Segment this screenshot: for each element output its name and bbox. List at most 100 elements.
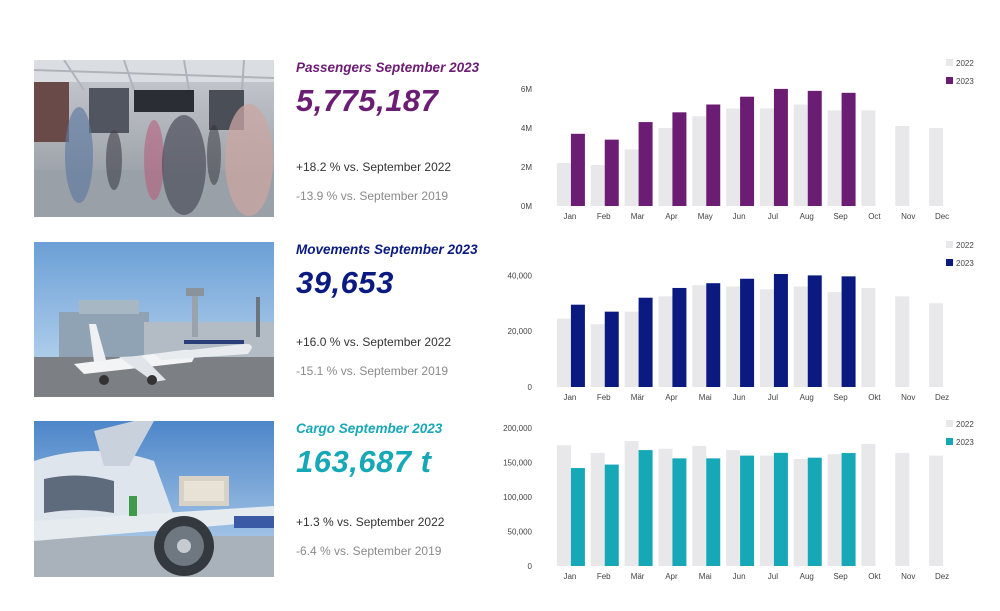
legend-label-2023: 2023 <box>956 438 974 447</box>
bar-2022-Jan <box>556 163 571 206</box>
x-tick-label: Jul <box>768 393 778 402</box>
chart-cargo: 0 50,000 100,000 150,000 200,000 Jan Feb Mär Apr… <box>503 420 974 581</box>
x-tick-label: Aug <box>800 572 814 581</box>
x-tick-label: Apr <box>665 572 678 581</box>
bar-2023-Jan <box>570 468 585 566</box>
bar-2023-Apr <box>672 458 687 566</box>
bar-2023-Mar <box>638 122 653 206</box>
x-tick-label: Jan <box>563 393 576 402</box>
legend-label-2022: 2022 <box>956 241 974 250</box>
bar-2023-Sep <box>841 276 856 387</box>
y-tick-label: 100,000 <box>503 493 532 502</box>
bar-2022-Aug <box>793 459 808 566</box>
x-tick-label: Dez <box>935 572 949 581</box>
photo-aircraft-cargo <box>34 421 274 577</box>
bar-2023-Sep <box>841 453 856 566</box>
x-tick-label: Nov <box>901 393 915 402</box>
x-tick-label: Okt <box>868 572 881 581</box>
y-tick-label: 6M <box>521 85 532 94</box>
bar-2023-Mai <box>706 283 721 387</box>
kpi-value: 5,775,187 <box>296 83 439 118</box>
x-tick-label: Mär <box>631 572 645 581</box>
kpi-value: 163,687 t <box>296 444 432 479</box>
x-tick-label: Jul <box>768 212 778 221</box>
x-tick-label: Oct <box>868 212 881 221</box>
legend-swatch-2023 <box>946 438 953 445</box>
x-tick-label: Feb <box>597 212 611 221</box>
bar-2022-Sep <box>827 454 842 566</box>
bar-2023-May <box>706 104 721 206</box>
bar-2023-Jun <box>740 455 755 566</box>
x-tick-label: Apr <box>665 393 678 402</box>
bar-2022-Aug <box>793 286 808 387</box>
x-tick-label: Nov <box>901 572 915 581</box>
delta-vs-2019: -6.4 % vs. September 2019 <box>296 544 442 558</box>
bar-2022-May <box>692 116 707 206</box>
kpi-title: Movements September 2023 <box>296 242 478 257</box>
y-tick-label: 50,000 <box>508 528 533 537</box>
bar-2023-Jan <box>570 304 585 387</box>
bar-2023-Aug <box>807 275 822 387</box>
bar-2022-Apr <box>658 296 673 387</box>
delta-vs-2019: -15.1 % vs. September 2019 <box>296 364 449 378</box>
bar-2023-Feb <box>604 464 619 566</box>
bar-2022-Feb <box>590 324 605 387</box>
bar-2022-Nov <box>895 452 910 566</box>
legend-swatch-2022 <box>946 420 953 427</box>
y-tick-label: 200,000 <box>503 424 532 433</box>
x-tick-label: Sep <box>833 212 848 221</box>
y-tick-label: 20,000 <box>508 327 533 336</box>
bar-2022-Jun <box>726 450 741 566</box>
x-tick-label: Jun <box>733 212 746 221</box>
chart-movements: 0 20,000 40,000 Jan Feb Mär Apr Mai Jun Jul Aug Sep… <box>508 241 974 402</box>
x-tick-label: Jan <box>563 212 576 221</box>
bar-2023-Jul <box>773 88 788 206</box>
delta-vs-2019: -13.9 % vs. September 2019 <box>296 189 449 203</box>
bar-2022-Dez <box>929 303 944 387</box>
bar-2022-Dez <box>929 455 944 566</box>
bar-2022-Oct <box>861 110 876 206</box>
bar-2022-Mai <box>692 285 707 387</box>
bar-2022-Jul <box>759 108 774 206</box>
x-tick-label: Nov <box>901 212 915 221</box>
legend-swatch-2023 <box>946 259 953 266</box>
bar-2022-Jun <box>726 108 741 206</box>
delta-vs-2022: +16.0 % vs. September 2022 <box>296 335 452 349</box>
x-tick-label: Sep <box>833 393 848 402</box>
y-tick-label: 150,000 <box>503 459 532 468</box>
bar-2023-Mär <box>638 297 653 387</box>
bar-2023-Sep <box>841 92 856 206</box>
bar-2022-Apr <box>658 127 673 206</box>
x-tick-label: Dez <box>935 393 949 402</box>
bar-2023-Apr <box>672 112 687 206</box>
kpi-title: Passengers September 2023 <box>296 60 480 75</box>
y-tick-label: 0M <box>521 202 532 211</box>
x-tick-label: Aug <box>800 393 814 402</box>
x-tick-label: Okt <box>868 393 881 402</box>
x-tick-label: Sep <box>833 572 848 581</box>
photo-airport-terminal <box>34 60 274 217</box>
bar-2022-Mär <box>624 311 639 387</box>
bar-2023-Feb <box>604 311 619 387</box>
bar-2022-Jul <box>759 455 774 566</box>
bar-2022-Nov <box>895 296 910 387</box>
bar-2022-Jun <box>726 286 741 387</box>
delta-vs-2022: +18.2 % vs. September 2022 <box>296 160 452 174</box>
x-tick-label: Jun <box>733 572 746 581</box>
bar-2023-Jul <box>773 274 788 387</box>
x-tick-label: Jun <box>733 393 746 402</box>
bar-2023-Jul <box>773 452 788 566</box>
bar-2022-Aug <box>793 104 808 206</box>
y-tick-label: 2M <box>521 163 532 172</box>
x-tick-label: Mai <box>699 572 712 581</box>
photo-airport-apron <box>34 242 274 397</box>
bar-2023-Aug <box>807 457 822 566</box>
legend-label-2023: 2023 <box>956 77 974 86</box>
bar-2022-Jul <box>759 289 774 387</box>
y-tick-label: 4M <box>521 124 532 133</box>
bar-2023-Feb <box>604 139 619 206</box>
x-tick-label: Dec <box>935 212 949 221</box>
bar-2022-Mär <box>624 441 639 566</box>
x-tick-label: Mai <box>699 393 712 402</box>
bar-2022-Apr <box>658 448 673 566</box>
